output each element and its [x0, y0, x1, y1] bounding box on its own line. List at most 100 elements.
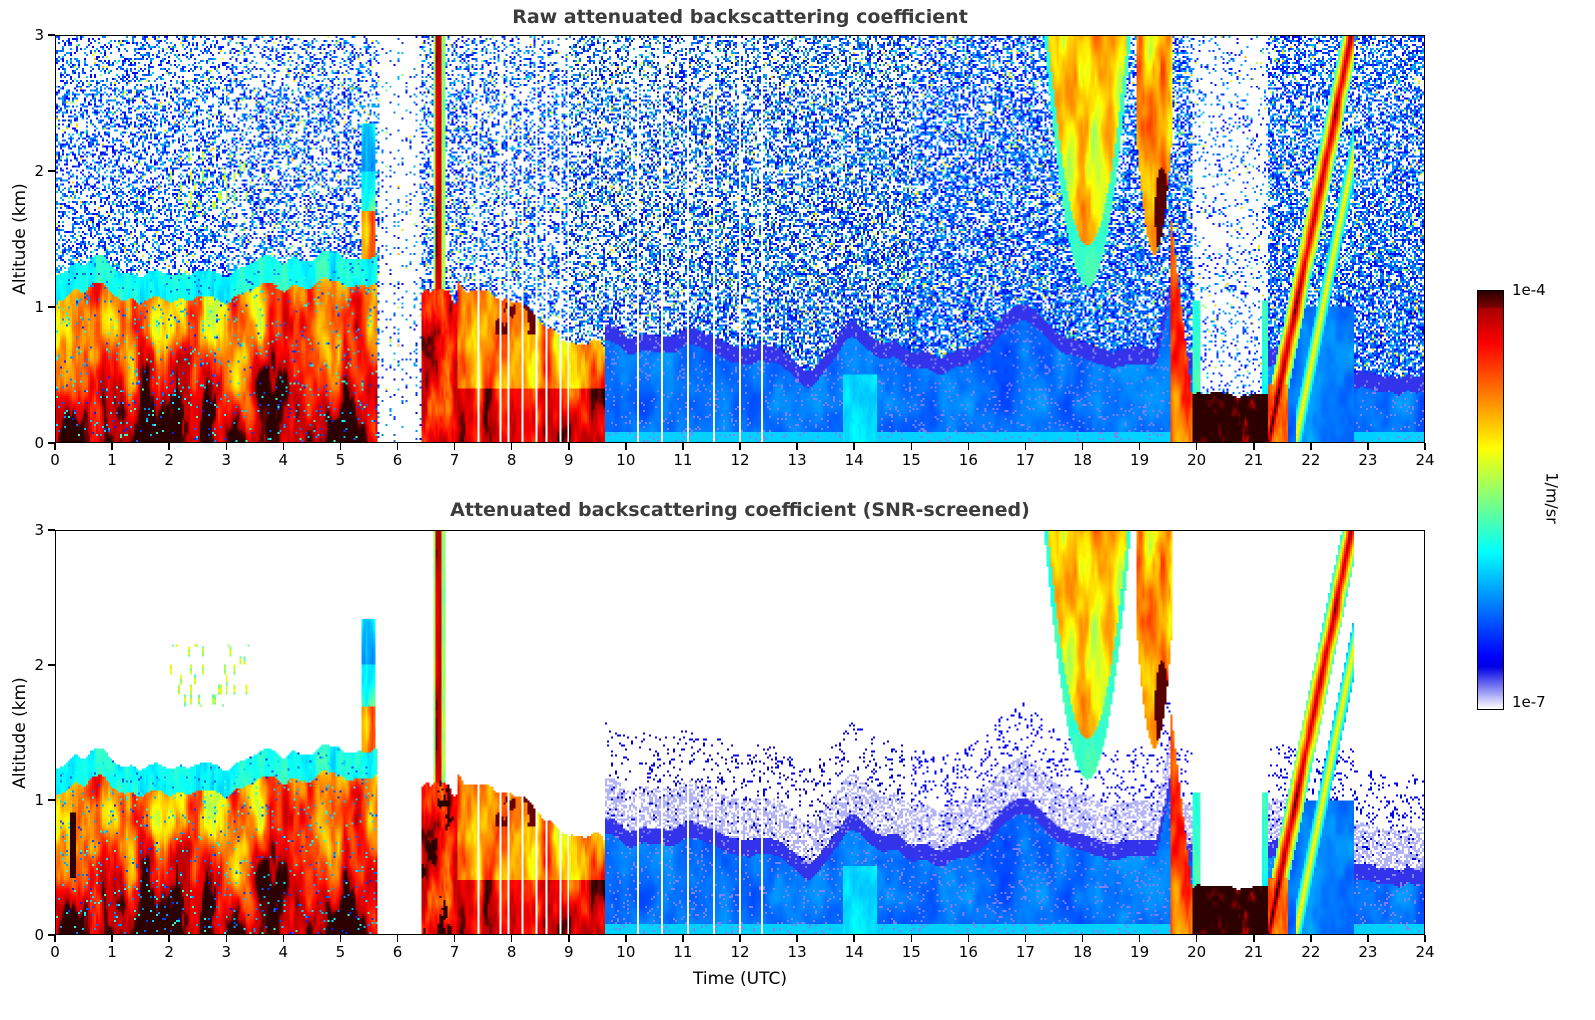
colorbar-gradient-canvas: [1478, 291, 1503, 709]
x-tick-label: 3: [221, 943, 232, 961]
x-tick: [225, 935, 227, 942]
x-tick-label: 2: [164, 451, 174, 469]
x-tick-label: 16: [958, 943, 978, 961]
y-tick-label: 1: [34, 298, 44, 316]
x-tick-label: 15: [901, 943, 921, 961]
y-tick: [48, 799, 55, 801]
x-tick-label: 5: [335, 943, 346, 961]
x-tick-label: 15: [901, 451, 921, 469]
x-tick: [1367, 443, 1369, 450]
x-tick: [796, 935, 798, 942]
x-tick: [682, 935, 684, 942]
x-tick-label: 22: [1301, 451, 1321, 469]
x-tick: [739, 935, 741, 942]
x-tick-label: 8: [506, 451, 517, 469]
x-tick: [396, 443, 399, 450]
y-tick-label: 2: [34, 162, 44, 180]
x-tick: [282, 443, 285, 450]
x-tick-label: 1: [107, 943, 117, 961]
x-tick: [396, 935, 399, 942]
x-tick: [739, 443, 741, 450]
y-tick-label: 3: [34, 26, 44, 44]
x-tick: [1081, 443, 1084, 450]
x-tick: [910, 443, 912, 450]
x-tick-label: 24: [1415, 451, 1435, 469]
x-tick: [54, 443, 56, 450]
x-tick-label: 17: [1015, 943, 1035, 961]
x-tick: [510, 443, 513, 450]
x-tick: [967, 935, 970, 942]
x-tick-label: 2: [164, 943, 174, 961]
x-tick: [625, 443, 627, 450]
x-tick: [111, 443, 113, 450]
x-tick-label: 18: [1072, 943, 1093, 961]
x-tick: [282, 935, 285, 942]
y-tick: [48, 442, 55, 444]
x-tick-label: 7: [449, 943, 460, 961]
y-tick: [48, 34, 55, 36]
x-tick: [168, 935, 170, 942]
x-tick: [853, 443, 855, 450]
x-tick: [1367, 935, 1369, 942]
y-tick-label: 0: [34, 926, 44, 944]
x-tick-label: 0: [50, 943, 60, 961]
x-tick: [568, 935, 570, 942]
x-tick-label: 21: [1244, 943, 1264, 961]
x-tick: [453, 443, 456, 450]
x-tick: [967, 443, 970, 450]
x-tick-label: 13: [787, 451, 807, 469]
panel2-y-axis-label: Altitude (km): [10, 677, 30, 789]
y-tick: [48, 170, 55, 172]
x-tick: [339, 443, 342, 450]
x-tick-label: 12: [730, 451, 750, 469]
x-tick: [111, 935, 113, 942]
x-tick: [796, 443, 798, 450]
x-tick-label: 4: [278, 451, 289, 469]
x-tick-label: 6: [392, 943, 403, 961]
x-tick-label: 14: [844, 451, 864, 469]
panel1-y-axis-label: Altitude (km): [10, 183, 30, 295]
x-tick: [1310, 935, 1312, 942]
x-tick: [1253, 443, 1255, 450]
x-tick: [1195, 443, 1198, 450]
x-tick-label: 19: [1130, 451, 1150, 469]
x-tick-label: 20: [1187, 451, 1207, 469]
x-tick-label: 14: [844, 943, 864, 961]
colorbar: [1477, 290, 1504, 710]
x-tick-label: 5: [335, 451, 346, 469]
x-tick-label: 7: [449, 451, 460, 469]
x-tick: [1310, 443, 1312, 450]
x-tick: [910, 935, 912, 942]
x-tick-label: 20: [1187, 943, 1207, 961]
x-tick-label: 1: [107, 451, 117, 469]
x-tick: [682, 443, 684, 450]
y-tick: [48, 529, 55, 531]
colorbar-max-label: 1e-4: [1512, 281, 1546, 299]
x-tick-label: 11: [673, 943, 693, 961]
y-tick: [48, 934, 55, 936]
y-tick-label: 3: [34, 521, 44, 539]
panel2-heatmap-canvas: [56, 531, 1424, 934]
x-tick: [168, 443, 170, 450]
panel2-title: Attenuated backscattering coefficient (S…: [450, 499, 1030, 521]
x-tick-label: 23: [1358, 451, 1378, 469]
x-tick: [568, 443, 570, 450]
x-tick: [1424, 443, 1426, 450]
x-axis-label: Time (UTC): [693, 969, 787, 989]
x-tick-label: 21: [1244, 451, 1264, 469]
x-tick: [1081, 935, 1084, 942]
y-tick-label: 0: [34, 434, 44, 452]
x-tick: [54, 935, 56, 942]
x-tick-label: 13: [787, 943, 807, 961]
x-tick: [1024, 935, 1027, 942]
x-tick-label: 18: [1072, 451, 1093, 469]
x-tick-label: 3: [221, 451, 232, 469]
x-tick-label: 19: [1130, 943, 1150, 961]
x-tick: [1424, 935, 1426, 942]
x-tick-label: 22: [1301, 943, 1321, 961]
panel1-title: Raw attenuated backscattering coefficien…: [512, 6, 968, 28]
x-tick: [1138, 935, 1141, 942]
x-tick: [1253, 935, 1255, 942]
x-tick: [510, 935, 513, 942]
